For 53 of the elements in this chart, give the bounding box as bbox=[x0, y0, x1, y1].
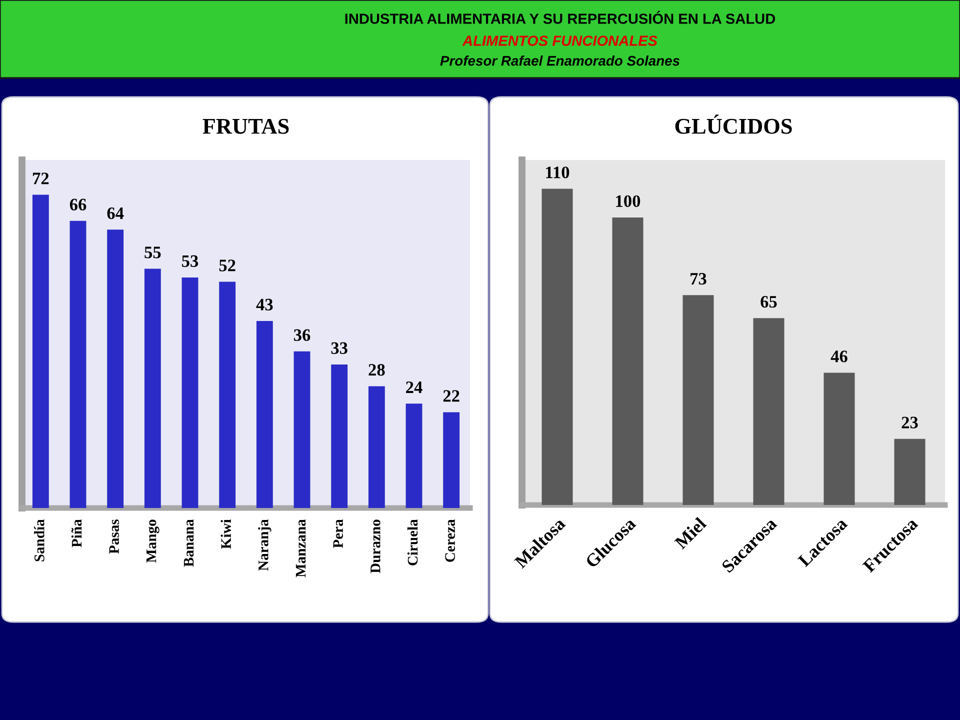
data-label: 33 bbox=[331, 342, 348, 354]
chart-title: GLÚCIDOS bbox=[675, 114, 792, 134]
bar bbox=[894, 438, 926, 505]
data-label: 22 bbox=[443, 390, 460, 402]
bar bbox=[612, 218, 644, 505]
x-tick-label: Sandía bbox=[34, 519, 44, 562]
data-label: 110 bbox=[546, 166, 570, 178]
data-label: 64 bbox=[107, 207, 124, 220]
bar bbox=[182, 277, 198, 508]
text: Profesor Rafael Enamorado Solanes bbox=[440, 56, 680, 66]
x-tick-label: Durazno bbox=[370, 520, 380, 574]
data-label: 28 bbox=[368, 364, 385, 376]
x-tick-label: Pasas bbox=[109, 519, 119, 554]
data-label: 46 bbox=[830, 350, 848, 362]
x-tick-label: Ciruela bbox=[407, 519, 418, 566]
bar bbox=[542, 188, 573, 505]
bar bbox=[406, 404, 422, 508]
chart-title: FRUTAS bbox=[202, 118, 289, 134]
data-label: 72 bbox=[32, 172, 49, 184]
x-tick-label: Pera bbox=[333, 519, 343, 548]
x-tick-label: Banana bbox=[184, 519, 194, 567]
bar bbox=[256, 320, 273, 508]
data-label: 24 bbox=[406, 381, 422, 393]
x-tick-label: Naranja bbox=[258, 519, 272, 571]
data-label: 53 bbox=[182, 255, 198, 267]
x-tick-label: Mango bbox=[146, 520, 160, 563]
data-label: 65 bbox=[760, 296, 777, 308]
bar bbox=[144, 268, 161, 508]
bar bbox=[824, 372, 855, 505]
bar bbox=[331, 364, 348, 508]
bar bbox=[753, 318, 784, 505]
bar bbox=[294, 351, 310, 508]
bar bbox=[32, 194, 49, 508]
data-label: 73 bbox=[690, 272, 706, 285]
bar bbox=[682, 295, 714, 505]
x-tick-label: Piña bbox=[71, 519, 82, 548]
data-label: 23 bbox=[902, 416, 918, 428]
data-label: 43 bbox=[256, 298, 273, 310]
bar bbox=[219, 282, 236, 508]
x-tick-label: Kiwi bbox=[220, 519, 231, 549]
x-tick-label: Manzana bbox=[296, 519, 306, 578]
bar bbox=[368, 386, 385, 508]
data-label: 66 bbox=[70, 198, 86, 210]
data-label: 100 bbox=[616, 195, 640, 208]
data-label: 36 bbox=[294, 329, 310, 341]
text: ALIMENTOS FUNCIONALES bbox=[462, 36, 658, 46]
bar bbox=[107, 230, 124, 508]
bar bbox=[70, 220, 86, 508]
text: INDUSTRIA ALIMENTARIA Y SU REPERCUSIÓN EN LA SALUD bbox=[345, 10, 776, 24]
x-tick-label: Cereza bbox=[445, 519, 455, 562]
bar bbox=[443, 412, 460, 508]
data-label: 55 bbox=[144, 246, 161, 258]
data-label: 52 bbox=[219, 260, 236, 272]
